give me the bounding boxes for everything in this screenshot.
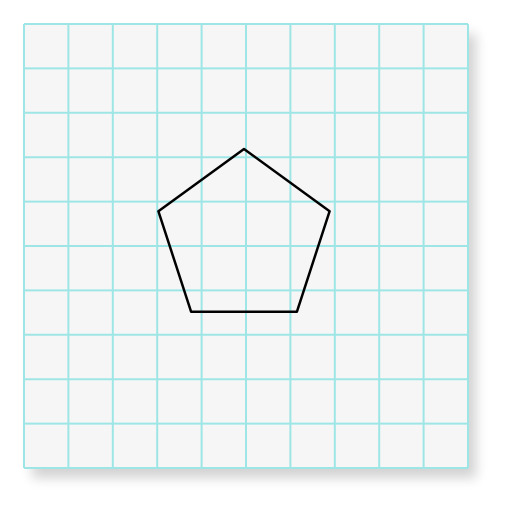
- pentagon-shape: [157, 147, 331, 314]
- grid-lines: [23, 23, 469, 469]
